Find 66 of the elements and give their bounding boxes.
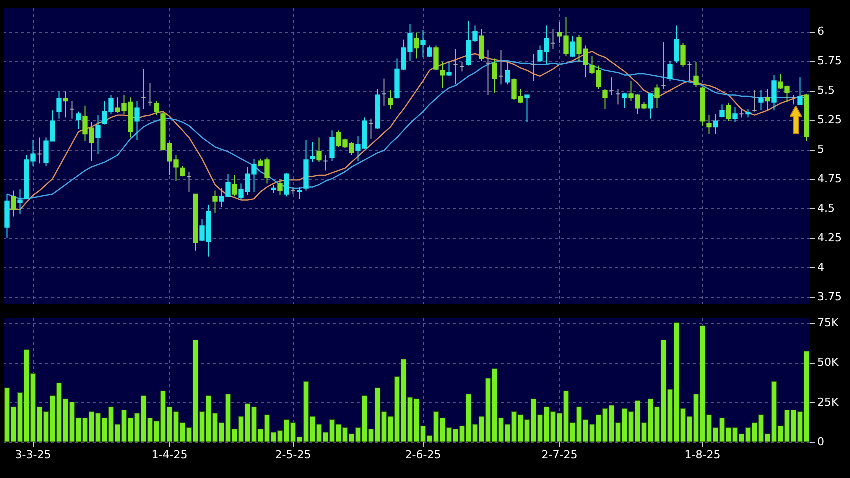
candlestick — [720, 104, 725, 118]
y-tick-label: 4.5 — [818, 202, 835, 215]
candlestick — [56, 91, 62, 120]
x-tick-label: 2-7-25 — [542, 448, 578, 462]
candlestick — [654, 84, 660, 109]
candlestick — [524, 94, 530, 123]
candlestick — [134, 100, 140, 141]
y-tick-label: 6 — [818, 25, 824, 38]
candlestick — [680, 42, 686, 68]
candlestick — [76, 111, 82, 130]
candlestick — [427, 45, 432, 58]
candlestick — [96, 114, 101, 155]
candlestick — [492, 58, 498, 94]
candlestick — [63, 91, 68, 118]
candlestick — [668, 60, 673, 82]
y-tick-label: 0 — [818, 436, 824, 448]
x-tick-label: 2-6-25 — [405, 448, 442, 462]
candlestick — [310, 142, 316, 163]
candlestick — [446, 62, 452, 77]
y-tick-label: 5.75 — [818, 54, 842, 68]
candlestick — [570, 36, 576, 58]
y-tick-label: 25K — [818, 396, 840, 409]
candlestick — [732, 106, 738, 123]
candlestick — [180, 166, 186, 178]
candlestick — [297, 186, 302, 200]
candlestick — [798, 77, 803, 106]
candlestick — [232, 174, 238, 198]
candlestick — [674, 25, 680, 64]
x-tick-label: 1-4-25 — [152, 448, 188, 462]
candlestick — [706, 114, 712, 135]
x-tick-label: 3-3-25 — [15, 448, 52, 462]
y-tick-label: 5.5 — [818, 84, 835, 98]
candlestick — [278, 178, 283, 196]
candlestick — [765, 88, 770, 112]
candlestick — [11, 190, 16, 218]
candlestick — [414, 32, 420, 60]
candlestick — [772, 74, 777, 112]
candlestick — [622, 92, 628, 109]
candlestick — [434, 45, 439, 71]
candlestick — [284, 172, 290, 198]
candlestick — [212, 190, 218, 214]
candlestick — [726, 103, 732, 122]
candlestick — [602, 88, 608, 110]
candlestick — [694, 62, 699, 88]
y-tick-label: 4.75 — [818, 172, 842, 186]
y-tick-label: 4 — [818, 260, 824, 274]
candlestick — [18, 189, 23, 215]
x-tick-label: 2-5-25 — [275, 448, 312, 462]
y-tick-label: 3.75 — [818, 290, 842, 304]
y-tick-label: 5 — [818, 143, 824, 156]
candlestick — [479, 28, 484, 62]
candlestick — [713, 114, 718, 135]
x-tick-label: 1-8-25 — [684, 448, 721, 462]
y-tick-label: 4.25 — [818, 231, 842, 244]
y-tick-label: 75K — [818, 316, 840, 330]
candlestick — [388, 90, 394, 110]
candlestick — [330, 130, 335, 162]
candlestick — [505, 62, 510, 86]
y-tick-label: 5.25 — [818, 114, 842, 127]
candlestick — [316, 137, 322, 163]
candlestick — [420, 30, 426, 58]
candlestick — [154, 100, 160, 116]
candlestick — [758, 90, 764, 112]
y-tick-label: 50K — [818, 356, 840, 370]
candlestick — [440, 62, 446, 89]
candlestick — [648, 92, 654, 120]
